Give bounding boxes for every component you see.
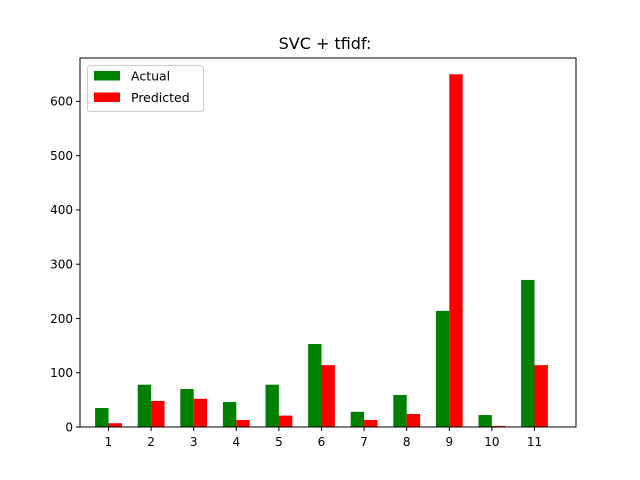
axes-frame [79, 57, 577, 428]
bar-predicted-11 [534, 365, 548, 427]
legend-swatch-predicted [94, 92, 120, 102]
bar-actual-7 [350, 411, 365, 427]
bar-predicted-5 [278, 415, 293, 427]
bar-actual-3 [180, 389, 194, 427]
bar-actual-10 [478, 415, 492, 427]
plot-area: 1 2 3 4 5 6 7 8 9 10 11 0 100 200 300 400 500 600 [50, 74, 548, 449]
x-tick-label-7: 7 [360, 435, 368, 449]
y-tick-label-300: 300 [50, 258, 73, 272]
bar-actual-8 [393, 394, 407, 427]
bar-actual-2 [137, 384, 152, 427]
bar-predicted-10 [491, 425, 506, 427]
x-tick-label-8: 8 [403, 435, 411, 449]
bar-predicted-7 [364, 419, 378, 427]
bar-predicted-4 [236, 419, 250, 427]
x-tick-label-11: 11 [527, 435, 542, 449]
y-tick-label-500: 500 [50, 149, 73, 163]
x-tick-label-6: 6 [318, 435, 326, 449]
bar-predicted-6 [321, 365, 335, 427]
x-tick-label-2: 2 [147, 435, 155, 449]
legend-label-actual: Actual [131, 69, 170, 84]
chart-title: SVC + tfidf: [279, 34, 372, 53]
bar-predicted-9 [449, 74, 463, 427]
x-tick-label-5: 5 [275, 435, 283, 449]
x-tick-label-4: 4 [232, 435, 240, 449]
x-tick-label-9: 9 [445, 435, 453, 449]
x-tick-label-3: 3 [190, 435, 198, 449]
bar-actual-4 [222, 402, 237, 427]
y-tick-label-600: 600 [50, 95, 73, 109]
bar-predicted-3 [193, 398, 208, 427]
x-tick-label-10: 10 [484, 435, 499, 449]
bar-actual-1 [95, 408, 109, 427]
y-tick-label-0: 0 [65, 420, 73, 434]
y-tick-label-400: 400 [50, 203, 73, 217]
bar-predicted-8 [406, 413, 421, 427]
bar-actual-6 [308, 343, 322, 427]
bar-actual-11 [521, 279, 535, 427]
bar-predicted-2 [151, 400, 165, 427]
x-tick-label-1: 1 [105, 435, 113, 449]
bar-predicted-1 [108, 423, 122, 427]
y-tick-label-200: 200 [50, 312, 73, 326]
legend: Actual Predicted [87, 65, 204, 112]
y-tick-label-100: 100 [50, 366, 73, 380]
bar-actual-5 [265, 384, 279, 427]
legend-label-predicted: Predicted [131, 90, 190, 105]
bar-actual-9 [435, 310, 450, 427]
legend-swatch-actual [94, 71, 120, 81]
